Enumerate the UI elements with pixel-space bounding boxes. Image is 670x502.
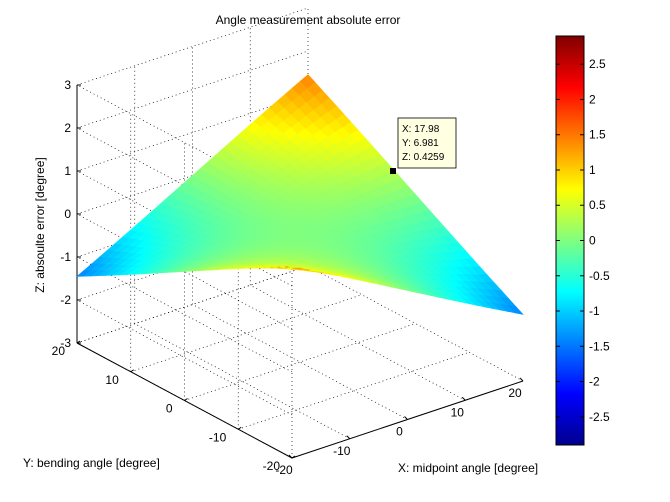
y-tick-mark — [291, 455, 296, 459]
z-tick-label: 0 — [64, 207, 71, 221]
colorbar: 2.5 2 1.5 1 0.5 0 -0.5 -1 -1.5 -2 -2.5 — [555, 35, 610, 446]
data-tip-box — [397, 117, 457, 169]
colorbar-gradient — [555, 35, 585, 446]
grid-line — [76, 256, 293, 373]
x-tick-label: 10 — [451, 405, 465, 419]
data-tip[interactable]: X: 17.98 Y: 6.981 Z: 0.4259 — [390, 117, 457, 174]
colorbar-tick-label: 2.5 — [589, 57, 606, 71]
y-tick-label: 0 — [166, 402, 173, 416]
grid-line — [76, 265, 309, 344]
y-tick-label: -20 — [263, 459, 281, 473]
y-tick-label: 10 — [105, 373, 119, 387]
grid-line — [307, 265, 524, 382]
z-tick-label: 3 — [64, 78, 71, 92]
x-tick-mark — [346, 435, 351, 440]
x-tick-mark — [288, 454, 293, 459]
grid-line — [184, 323, 416, 401]
y-axis-label: Y: bending angle [degree] — [23, 456, 160, 470]
x-tick-label: 0 — [396, 425, 403, 439]
z-tick-label: -2 — [60, 293, 71, 307]
x-tick-mark — [519, 377, 524, 382]
x-tick-mark — [404, 416, 408, 420]
grid-line — [130, 294, 362, 373]
grid-line — [76, 7, 309, 86]
colorbar-tick-label: -0.5 — [589, 269, 610, 283]
data-tip-x: X: 17.98 — [402, 124, 440, 135]
colorbar-tick-label: 1.5 — [589, 128, 606, 142]
colorbar-tick-label: 0.5 — [589, 198, 606, 212]
colorbar-tick-label: 1 — [589, 163, 596, 177]
colorbar-tick-label: -1 — [589, 304, 600, 318]
x-tick-label: 20 — [508, 386, 522, 400]
z-tick-label: 2 — [64, 121, 71, 135]
grid-line — [76, 50, 309, 129]
grid-line — [250, 284, 466, 401]
grid-line — [76, 213, 293, 330]
chart-title: Angle measurement absolute error — [216, 13, 401, 27]
z-axis-label: Z: absoulte error [degree] — [33, 157, 47, 292]
colorbar-tick-label: -2.5 — [589, 410, 610, 424]
x-tick-label: -20 — [275, 463, 293, 477]
y-tick-mark — [184, 398, 188, 401]
grid-line — [76, 136, 309, 215]
grid-line — [238, 351, 470, 430]
grid-line — [76, 299, 293, 416]
surface — [76, 74, 524, 315]
grid-line — [76, 222, 309, 301]
colorbar-tick-label: 2 — [589, 92, 596, 106]
surface-patch — [507, 304, 524, 315]
colorbar-tick-label: -1.5 — [589, 339, 610, 353]
grid-line — [76, 93, 309, 172]
colorbar-tick-label: -2 — [589, 375, 600, 389]
y-tick-mark — [130, 369, 135, 373]
colorbar-ticks: 2.5 2 1.5 1 0.5 0 -0.5 -1 -1.5 -2 -2.5 — [556, 57, 610, 424]
z-tick-label: -3 — [60, 336, 71, 350]
data-tip-y: Y: 6.981 — [402, 138, 439, 149]
x-axis-label: X: midpoint angle [degree] — [398, 461, 538, 475]
colorbar-tick-label: 0 — [589, 234, 596, 248]
z-tick-label: 1 — [64, 164, 71, 178]
data-tip-z: Z: 0.4259 — [402, 152, 445, 163]
data-tip-marker — [390, 168, 396, 174]
y-tick-label: -10 — [209, 430, 227, 444]
x-tick-mark — [461, 396, 466, 401]
y-tick-label: 20 — [52, 344, 66, 358]
grid-line — [134, 323, 350, 440]
y-tick-mark — [237, 426, 242, 430]
z-tick-label: -1 — [60, 250, 71, 264]
grid-line — [192, 304, 408, 420]
x-tick-label: -10 — [333, 444, 351, 458]
